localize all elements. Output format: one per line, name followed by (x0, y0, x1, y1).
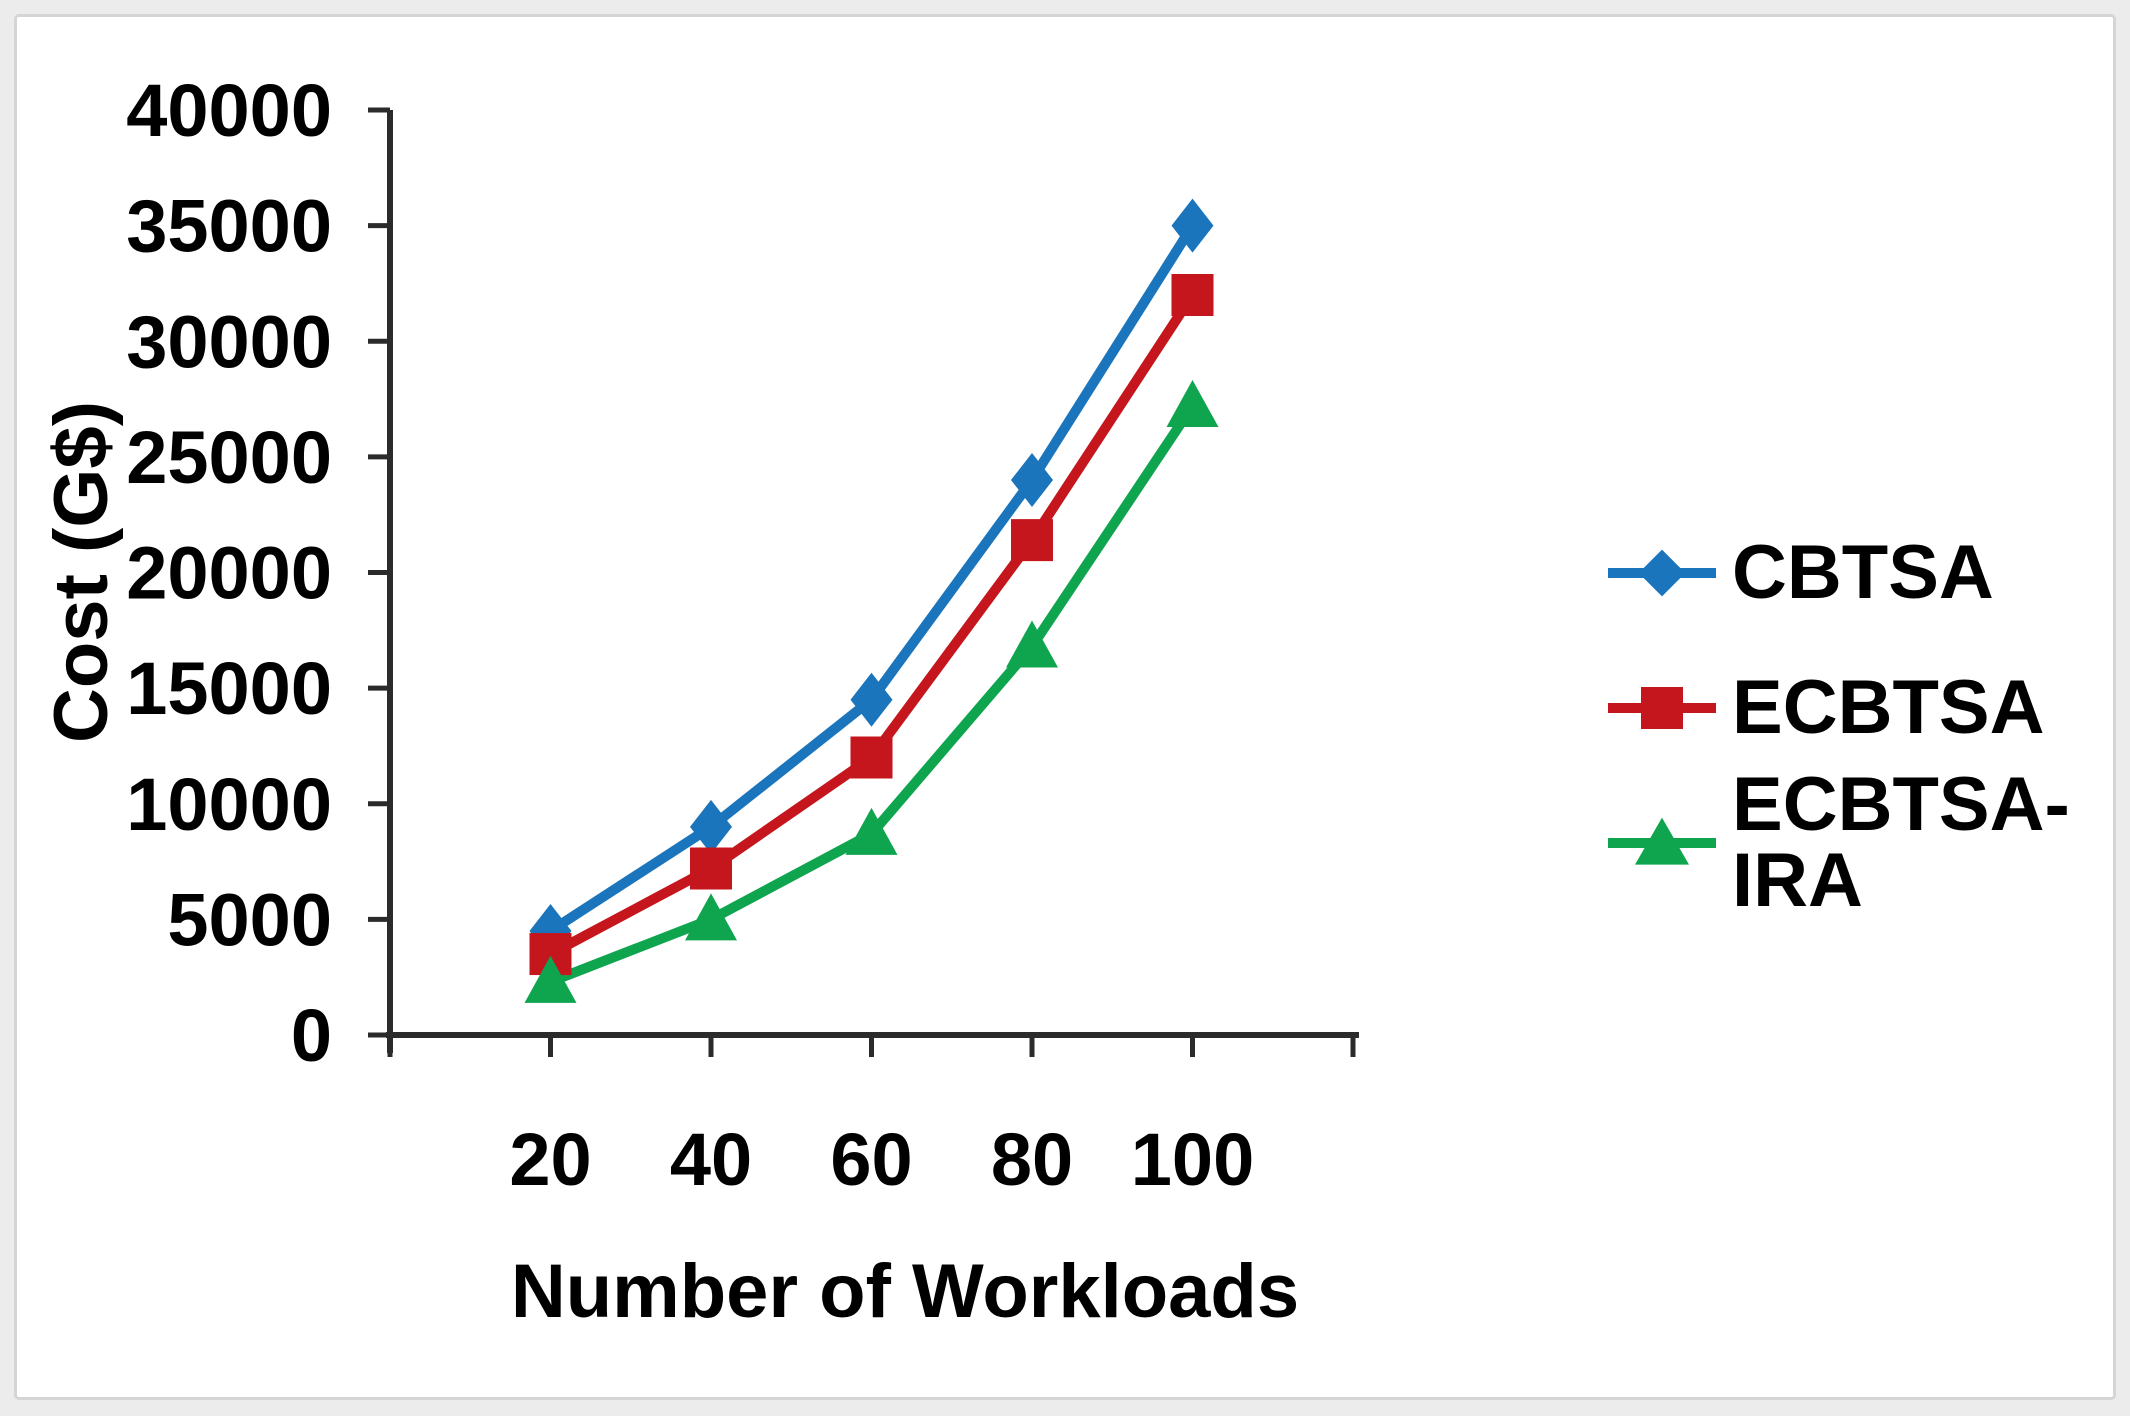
marker-triangle-ECBTSA-IRA (845, 807, 898, 855)
y-tick-label: 10000 (126, 763, 332, 846)
cbtsa-diamond-marker-icon (1608, 543, 1716, 603)
x-tick-label: 80 (991, 1118, 1073, 1201)
figure-frame (14, 14, 2116, 1400)
marker-diamond-CBTSA (1011, 453, 1053, 507)
marker-triangle-ECBTSA-IRA (1166, 380, 1219, 427)
legend-label: CBTSA (1732, 530, 1994, 615)
legend: CBTSA ECBTSA ECBTSA-IRA (1608, 535, 2130, 948)
marker-diamond-CBTSA (690, 799, 732, 854)
y-tick-label: 30000 (126, 300, 332, 383)
legend-label: ECBTSA-IRA (1732, 762, 2070, 923)
marker-square-ECBTSA (850, 736, 893, 779)
ecbtsa-square-marker-icon (1608, 678, 1716, 738)
y-axis-title: Cost (G$) (39, 401, 124, 743)
y-tick-label: 5000 (167, 878, 332, 961)
marker-diamond-CBTSA (1171, 198, 1214, 253)
legend-item-ecbtsa: ECBTSA (1608, 670, 2130, 746)
legend-label: ECBTSA (1732, 665, 2045, 750)
x-tick-label: 60 (830, 1118, 912, 1201)
y-tick-label: 25000 (126, 416, 332, 499)
y-tick-label: 35000 (126, 185, 332, 268)
x-tick-label: 20 (509, 1118, 591, 1201)
legend-item-cbtsa: CBTSA (1608, 535, 2130, 611)
x-tick-label: 100 (1131, 1118, 1254, 1201)
marker-square-ECBTSA (1171, 274, 1214, 316)
y-tick-label: 0 (291, 994, 332, 1077)
marker-diamond-CBTSA (850, 672, 893, 727)
marker-square-ECBTSA (1011, 519, 1053, 562)
marker-triangle-ECBTSA-IRA (685, 893, 737, 941)
y-tick-label: 15000 (126, 647, 332, 730)
x-tick-label: 40 (670, 1118, 752, 1201)
y-tick-label: 20000 (126, 532, 332, 615)
marker-square-ECBTSA (690, 847, 732, 890)
series-line-ECBTSA (545, 290, 1198, 960)
y-tick-label: 40000 (126, 69, 332, 152)
marker-triangle-ECBTSA-IRA (524, 955, 577, 1003)
legend-item-ecbtsa-ira: ECBTSA-IRA (1608, 767, 2130, 919)
marker-triangle-ECBTSA-IRA (1006, 620, 1058, 668)
ecbtsa-ira-triangle-marker-icon (1608, 813, 1716, 873)
x-axis-title: Number of Workloads (510, 1249, 1300, 1334)
